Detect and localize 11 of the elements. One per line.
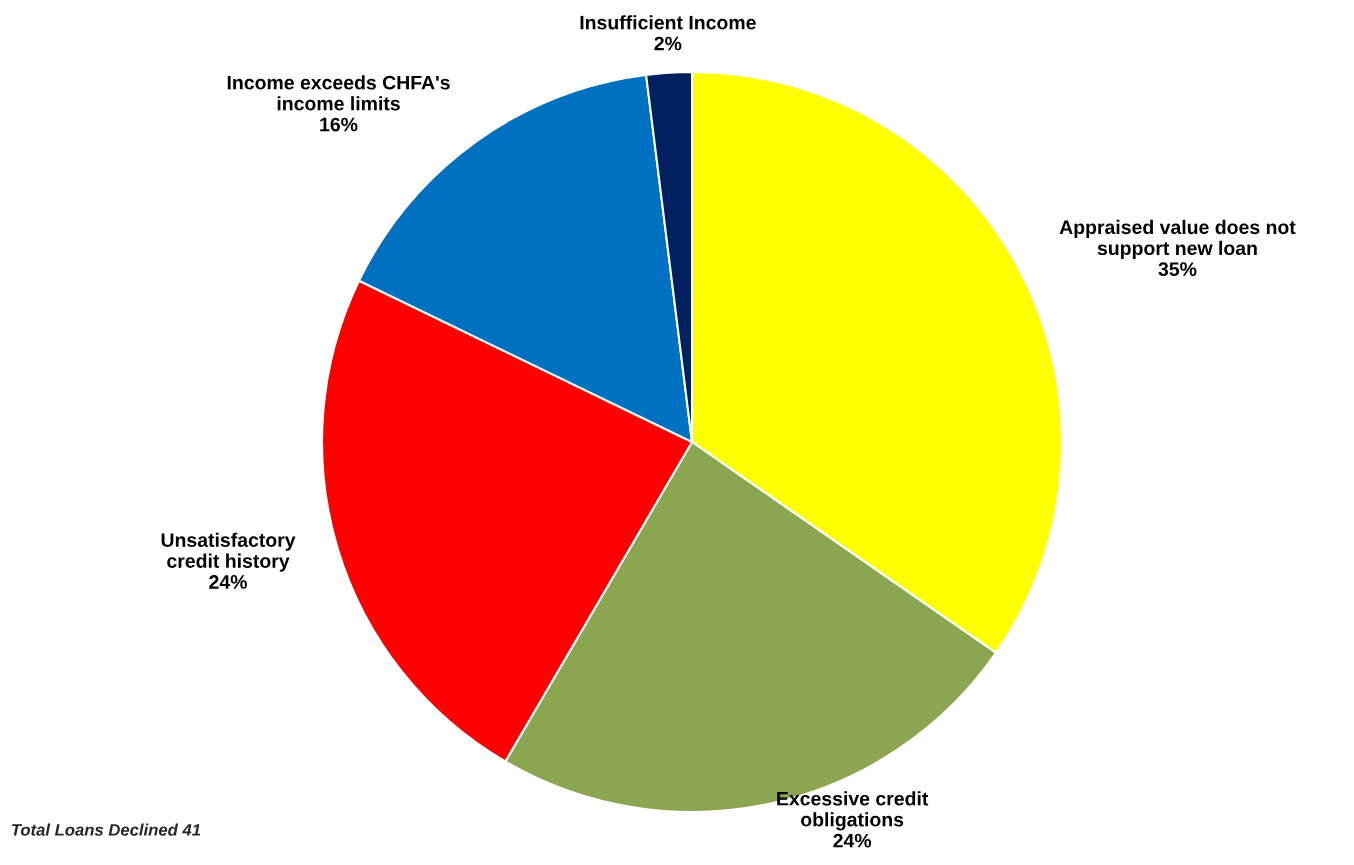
- slice-label: Insufficient Income: [580, 15, 756, 30]
- data-label: 24%: [209, 575, 247, 589]
- slice-label: Appraised value does not support new loan: [1059, 219, 1296, 259]
- data-label: 24%: [833, 833, 872, 848]
- data-label: 16%: [320, 117, 358, 132]
- slice-label: Unsatisfactory credit history: [161, 532, 296, 572]
- slice-label: Excessive credit obligations: [777, 791, 929, 831]
- slice-label: Income exceeds CHFA's income limits: [227, 75, 450, 111]
- data-label: 2%: [654, 36, 682, 51]
- data-label: 35%: [1158, 262, 1197, 277]
- text: Total Loans Declined 41: [12, 823, 201, 836]
